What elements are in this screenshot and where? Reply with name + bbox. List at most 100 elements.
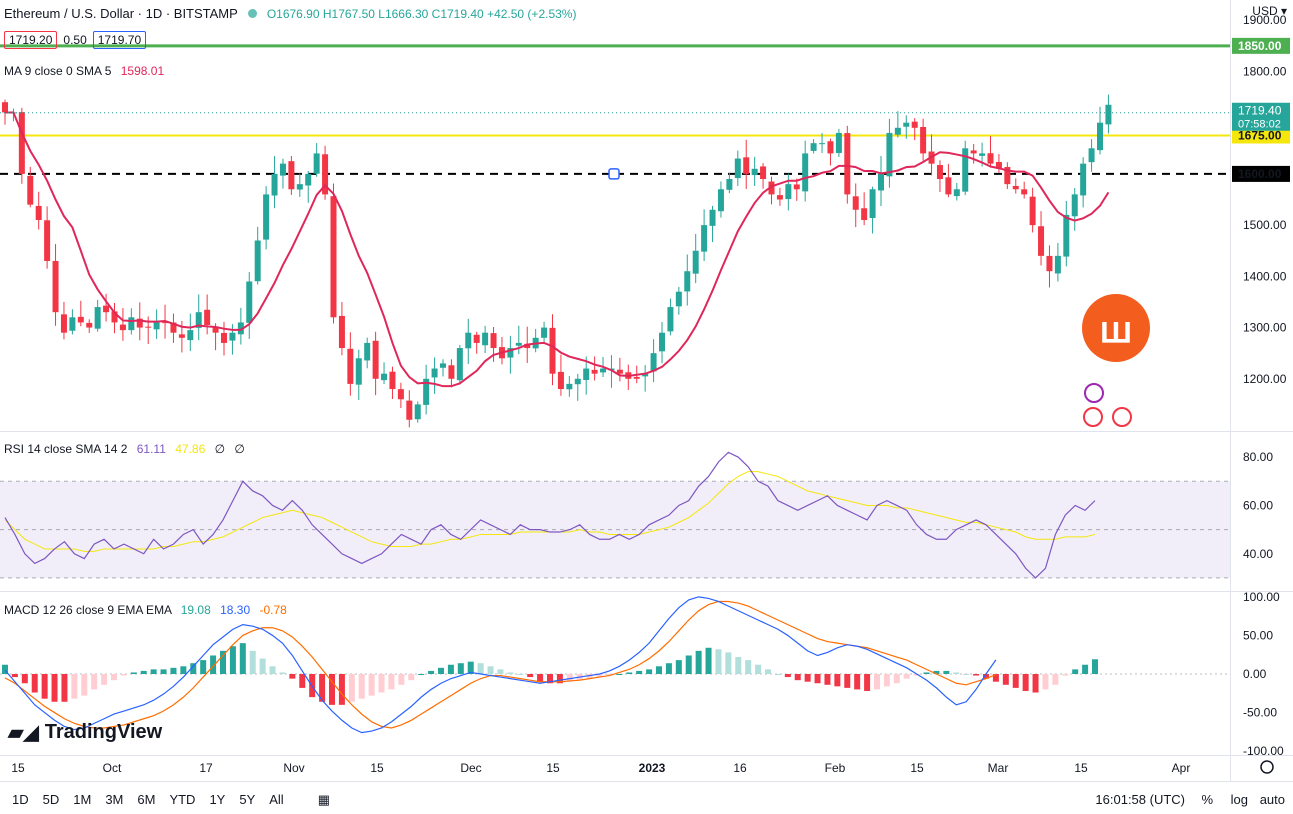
candle-body (288, 161, 295, 190)
macd-hist-bar (814, 674, 821, 684)
macd-hist-bar (735, 657, 742, 674)
tf-3m[interactable]: 3M (105, 792, 124, 807)
candle-body (162, 322, 169, 324)
low-value: L1666.30 (378, 6, 429, 21)
candle-body (616, 369, 623, 374)
time-tick: Nov (283, 761, 304, 775)
candle-body (591, 369, 598, 374)
candle-body (1088, 148, 1095, 163)
candle-body (153, 322, 160, 330)
macd-hist-bar (784, 674, 791, 678)
time-tick: Apr (1172, 761, 1191, 775)
time-tick: 15 (910, 761, 924, 775)
macd-hist-bar (844, 674, 851, 688)
tf-6m[interactable]: 6M (137, 792, 156, 807)
ohlc-readout: O1676.90 H1767.50 L1666.30 C1719.40 +42.… (267, 7, 577, 21)
candle-body (1054, 255, 1061, 274)
sell-button[interactable]: 1719.20 (4, 31, 58, 49)
candle-body (970, 150, 977, 154)
candle-body (1080, 163, 1087, 196)
change-value: +42.50 (+2.53%) (487, 6, 577, 21)
tf-5d[interactable]: 5D (42, 792, 60, 807)
candle-body (490, 333, 497, 349)
candle-body (878, 173, 884, 191)
macd-hist-bar (41, 674, 48, 699)
candle-body (667, 307, 674, 332)
macd-hist-bar (527, 674, 534, 678)
macd-hist-bar (259, 658, 266, 674)
macd-hist-bar (61, 674, 68, 702)
candle-body (271, 173, 278, 196)
rsi-legend[interactable]: RSI 14 close SMA 14 2 61.11 47.86 ∅ ∅ (4, 442, 245, 456)
currency-selector[interactable]: USD ▾ (1252, 4, 1287, 18)
macd-hist-bar (160, 669, 167, 674)
level-label: 1600.00 (1238, 167, 1282, 181)
tf-1m[interactable]: 1M (73, 792, 92, 807)
date-range-icon[interactable]: ▦ (317, 792, 330, 807)
candle-body (566, 383, 573, 390)
macd-legend[interactable]: MACD 12 26 close 9 EMA EMA 19.08 18.30 -… (4, 603, 287, 617)
macd-hist-bar (804, 674, 811, 682)
macd-hist-bar (566, 674, 573, 682)
symbol-title[interactable]: Ethereum / U.S. Dollar · 1D · BITSTAMP (4, 6, 238, 21)
macd-hist-bar (190, 663, 197, 674)
candle-body (414, 404, 421, 420)
candle-body (936, 165, 943, 180)
macd-hist-bar (874, 674, 880, 690)
macd-hist-bar (824, 674, 831, 685)
candle-body (1046, 255, 1053, 272)
auto-button[interactable]: auto (1259, 792, 1285, 807)
candle-body (524, 343, 531, 349)
macd-hist-bar (210, 655, 217, 674)
tf-1y[interactable]: 1Y (209, 792, 226, 807)
macd-hist-bar (408, 674, 415, 681)
macd-hist-bar (457, 663, 464, 674)
settings-gear-icon[interactable] (1260, 760, 1274, 774)
tf-ytd[interactable]: YTD (169, 792, 196, 807)
chart-canvas[interactable]: 1900.00 1800.00 1500.00 1400.00 1300.00 1200.… (0, 0, 1293, 781)
log-button[interactable]: log (1230, 792, 1248, 807)
candle-body (869, 189, 876, 218)
macd-hist-bar (983, 674, 989, 679)
macd-label: MACD 12 26 close 9 EMA EMA (4, 603, 172, 617)
macd-hist-bar (170, 667, 177, 674)
macd-signal-line (4, 600, 997, 729)
macd-hist-bar (289, 674, 296, 679)
percent-button[interactable]: % (1201, 792, 1213, 807)
candle-body (372, 340, 379, 379)
macd-hist-bar (200, 660, 207, 674)
macd-hist-bar (71, 674, 78, 699)
buy-button[interactable]: 1719.70 (92, 31, 147, 49)
macd-hist-bar (1052, 674, 1059, 685)
candle-body (482, 332, 489, 346)
time-tick: Oct (103, 761, 122, 775)
tf-1d[interactable]: 1D (12, 792, 29, 807)
candle-body (962, 148, 969, 192)
macd-hist-bar (120, 674, 127, 676)
candle-body (709, 209, 716, 226)
macd-hist-bar (923, 672, 930, 674)
candle-body (355, 358, 362, 385)
tf-5y[interactable]: 5Y (239, 792, 256, 807)
macd-hist-bar (992, 674, 999, 682)
time-tick: 2023 (639, 761, 666, 775)
candle-body (886, 132, 893, 177)
rsi-value: 61.11 (136, 442, 166, 456)
candle-body (313, 153, 320, 174)
utc-clock[interactable]: 16:01:58 (UTC) (1095, 792, 1185, 807)
time-tick: 15 (370, 761, 384, 775)
tf-all[interactable]: All (269, 792, 284, 807)
macd-hist-bar (1072, 669, 1079, 674)
candle-body (94, 307, 101, 329)
last-price-tag (1232, 102, 1290, 131)
candle-body (212, 326, 219, 333)
ma-line (5, 111, 1110, 388)
macd-hist-bar (348, 674, 355, 702)
macd-hist-bar (864, 674, 871, 691)
price-tick: 1900.00 (1243, 13, 1287, 27)
candle-body (128, 317, 135, 331)
ma-legend[interactable]: MA 9 close 0 SMA 5 1598.01 (4, 64, 164, 78)
macd-hist-bar (834, 674, 841, 687)
candle-body (810, 143, 817, 151)
candle-body (279, 163, 286, 176)
